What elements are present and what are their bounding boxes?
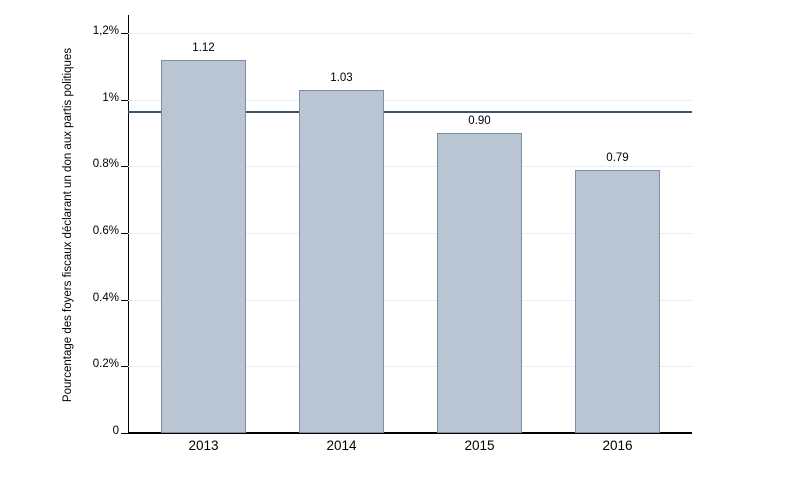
x-axis-line <box>128 432 692 434</box>
y-axis-line <box>128 15 129 433</box>
bar-value-label: 1.03 <box>330 72 353 84</box>
bar-value-label: 0.90 <box>468 115 491 127</box>
y-axis-tick <box>121 433 128 434</box>
bar-value-label: 1.12 <box>192 42 215 54</box>
gridline <box>128 232 692 234</box>
gridline <box>128 365 692 367</box>
bar-2016 <box>575 170 660 433</box>
bar-value-label: 0.79 <box>606 152 629 164</box>
plot-area: 1.12 1.03 0.90 0.79 <box>128 15 692 434</box>
y-tick-label: 0.8% <box>92 158 119 170</box>
y-tick-label: 1,2% <box>92 25 119 37</box>
gridline <box>128 299 692 301</box>
y-tick-label: 0.6% <box>92 225 119 237</box>
reference-line <box>128 111 692 113</box>
y-tick-label: 0.2% <box>92 358 119 370</box>
x-tick-label-2015: 2015 <box>464 438 495 453</box>
gridline <box>128 165 692 167</box>
y-axis-tick <box>121 100 128 101</box>
x-tick-label-2014: 2014 <box>326 438 357 453</box>
y-tick-label: 0.4% <box>92 292 119 304</box>
bar-2015 <box>437 133 522 433</box>
y-axis-tick <box>121 300 128 301</box>
gridline <box>128 32 692 34</box>
y-axis-tick <box>121 233 128 234</box>
y-axis-tick <box>121 366 128 367</box>
x-tick-label-2016: 2016 <box>602 438 633 453</box>
bar-2014 <box>299 90 384 433</box>
gridline <box>128 99 692 101</box>
bar-2013 <box>161 60 246 433</box>
y-axis-tick <box>121 33 128 34</box>
x-tick-label-2013: 2013 <box>188 438 219 453</box>
y-tick-label: 0 <box>112 425 119 437</box>
y-axis-tick <box>121 166 128 167</box>
y-tick-label: 1% <box>102 92 119 104</box>
